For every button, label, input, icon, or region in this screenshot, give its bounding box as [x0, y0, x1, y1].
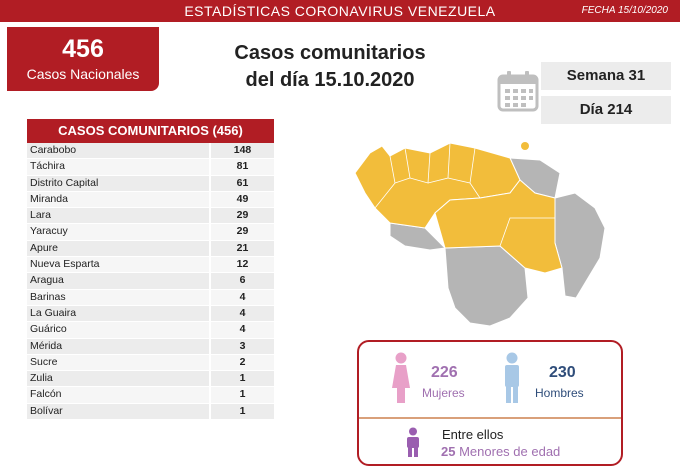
state-name: Apure	[27, 240, 209, 257]
case-count: 21	[211, 240, 274, 257]
state-name: La Guaira	[27, 305, 209, 322]
minors-count: 25	[441, 444, 456, 459]
case-count: 148	[211, 143, 274, 159]
day-number: Día 214	[541, 96, 671, 124]
top-banner: ESTADÍSTICAS CORONAVIRUS VENEZUELA FECHA…	[0, 0, 680, 22]
case-count: 29	[211, 208, 274, 224]
national-cases-label: Casos Nacionales	[26, 66, 140, 82]
state-name: Falcón	[27, 387, 209, 403]
table-row: Miranda 49	[27, 191, 274, 209]
table-row: Carabobo 148	[27, 143, 274, 160]
card-divider	[359, 417, 621, 419]
minors-line: 25 Menores de edad	[441, 444, 560, 459]
banner-title: ESTADÍSTICAS CORONAVIRUS VENEZUELA	[184, 3, 496, 19]
child-icon	[407, 427, 419, 457]
table-row: La Guaira 4	[27, 305, 274, 323]
cases-table-title: CASOS COMUNITARIOS (456)	[27, 119, 274, 143]
venezuela-map	[354, 142, 606, 327]
table-row: Falcón 1	[27, 387, 274, 404]
cases-table: CASOS COMUNITARIOS (456) Carabobo 148 Tách…	[27, 119, 274, 421]
case-count: 4	[211, 289, 274, 305]
table-row: Barinas 4	[27, 289, 274, 306]
table-row: Mérida 3	[27, 338, 274, 355]
week-number: Semana 31	[541, 62, 671, 90]
state-name: Bolívar	[27, 403, 209, 420]
calendar-icon	[497, 71, 539, 112]
state-name: Yaracuy	[27, 224, 209, 240]
men-count: 230	[549, 364, 576, 381]
table-row: Nueva Esparta 12	[27, 257, 274, 274]
map-region-yellow-bolivar	[434, 179, 563, 274]
case-count: 61	[211, 175, 274, 191]
state-name: Carabobo	[27, 143, 209, 159]
case-count: 3	[211, 338, 274, 354]
state-name: Distrito Capital	[27, 175, 209, 191]
woman-icon	[392, 352, 410, 403]
state-name: Zulia	[27, 371, 209, 387]
state-name: Guárico	[27, 322, 209, 338]
table-row: Sucre 2	[27, 354, 274, 372]
table-row: Lara 29	[27, 208, 274, 225]
case-count: 12	[211, 257, 274, 273]
case-count: 29	[211, 224, 274, 240]
case-count: 49	[211, 191, 274, 208]
man-icon	[505, 352, 519, 403]
national-cases-count: 456	[62, 35, 104, 63]
table-row: Zulia 1	[27, 371, 274, 388]
table-row: Aragua 6	[27, 273, 274, 290]
women-count: 226	[431, 364, 458, 381]
case-count: 2	[211, 354, 274, 371]
state-name: Miranda	[27, 191, 209, 208]
state-name: Mérida	[27, 338, 209, 354]
case-count: 1	[211, 371, 274, 387]
state-name: Nueva Esparta	[27, 257, 209, 273]
minors-intro: Entre ellos	[442, 427, 504, 442]
case-count: 4	[211, 322, 274, 338]
case-count: 1	[211, 387, 274, 403]
table-row: Táchira 81	[27, 159, 274, 176]
case-count: 81	[211, 159, 274, 175]
table-row: Yaracuy 29	[27, 224, 274, 241]
men-label: Hombres	[535, 386, 584, 400]
page-heading: Casos comunitarios del día 15.10.2020	[205, 40, 455, 94]
case-count: 6	[211, 273, 274, 289]
heading-line-2: del día 15.10.2020	[245, 69, 415, 91]
state-name: Sucre	[27, 354, 209, 371]
table-row: Distrito Capital 61	[27, 175, 274, 192]
state-name: Lara	[27, 208, 209, 224]
heading-line-1: Casos comunitarios	[234, 42, 426, 64]
state-name: Aragua	[27, 273, 209, 289]
table-row: Apure 21	[27, 240, 274, 258]
gender-breakdown-card: 226 Mujeres 230 Hombres Entre ellos 25 M…	[357, 340, 623, 466]
minors-label: Menores de edad	[459, 444, 561, 459]
banner-date: FECHA 15/10/2020	[581, 5, 668, 16]
case-count: 1	[211, 403, 274, 420]
cases-table-body: Carabobo 148 Táchira 81 Distrito Capital 61 Mi…	[27, 143, 274, 421]
women-label: Mujeres	[422, 386, 465, 400]
national-cases-card: 456 Casos Nacionales	[7, 27, 159, 91]
table-row: Guárico 4	[27, 322, 274, 339]
map-island-nueva-esparta	[521, 142, 529, 150]
map-region-gray-east	[554, 192, 606, 299]
state-name: Táchira	[27, 159, 209, 175]
table-row: Bolívar 1	[27, 403, 274, 421]
case-count: 4	[211, 305, 274, 322]
state-name: Barinas	[27, 289, 209, 305]
